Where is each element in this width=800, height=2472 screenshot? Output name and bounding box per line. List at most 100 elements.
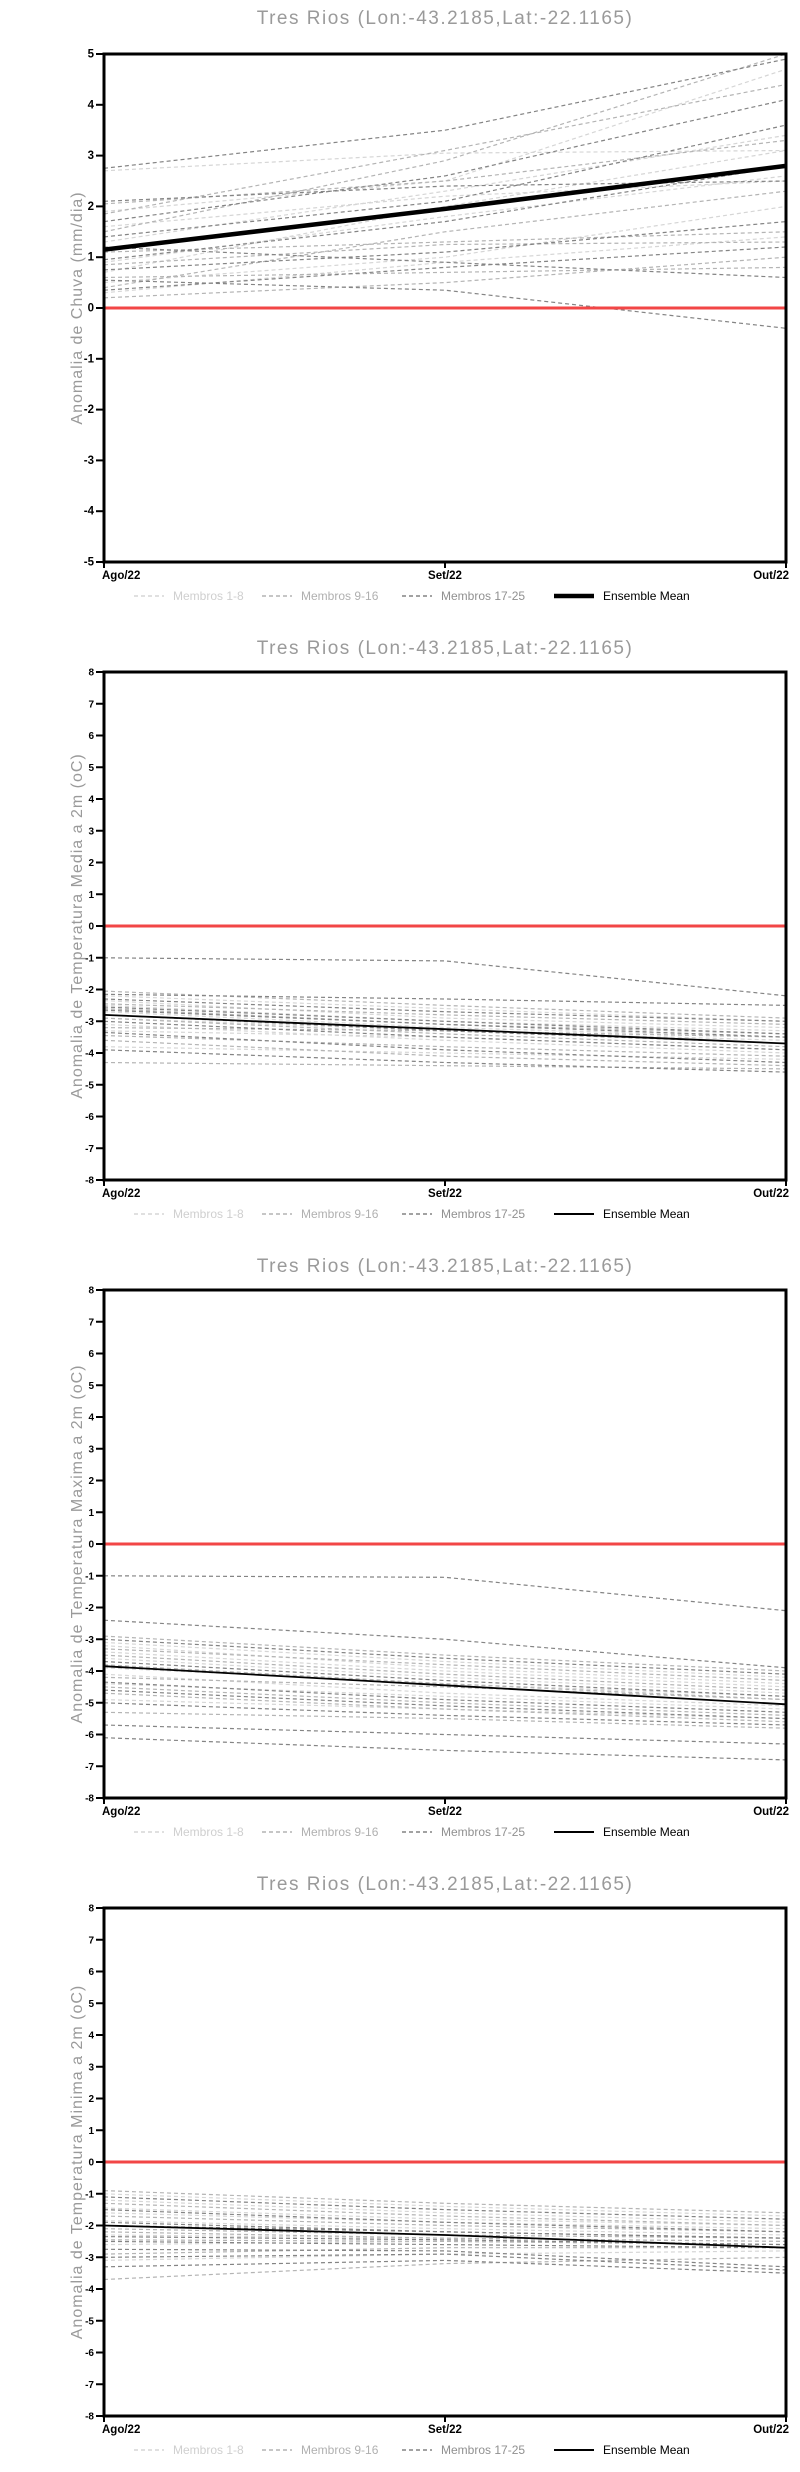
member-line xyxy=(104,1575,786,1612)
x-tick-label: Ago/22 xyxy=(102,1188,140,1200)
y-tick-label: -8 xyxy=(85,1176,94,1187)
member-line xyxy=(104,1009,786,1038)
y-tick-label: 7 xyxy=(88,699,94,710)
y-tick-label: 5 xyxy=(88,763,94,774)
member-line xyxy=(104,1676,786,1701)
legend-label: Ensemble Mean xyxy=(603,1207,690,1221)
member-line xyxy=(104,256,786,299)
x-tick-label: Out/22 xyxy=(753,1806,789,1818)
y-tick-label: 0 xyxy=(88,303,94,315)
y-tick-label: 1 xyxy=(88,1508,94,1519)
member-line xyxy=(104,2247,786,2255)
ensemble-mean-line xyxy=(104,2224,786,2249)
y-tick-label: 8 xyxy=(88,1904,94,1915)
member-line xyxy=(104,1006,786,1035)
member-line xyxy=(104,241,786,266)
member-line xyxy=(104,2199,786,2223)
member-line xyxy=(104,1008,786,1035)
y-tick-label: -7 xyxy=(85,1762,94,1773)
y-tick-label: -2 xyxy=(85,985,94,996)
member-line xyxy=(104,1681,786,1713)
member-line xyxy=(104,1023,786,1054)
legend-label: Membros 9-16 xyxy=(301,1825,379,1839)
y-tick-label: 3 xyxy=(88,1444,94,1455)
member-line xyxy=(104,1020,786,1051)
member-line xyxy=(104,1638,786,1675)
member-line xyxy=(104,2207,786,2227)
member-line xyxy=(104,1711,786,1729)
member-line xyxy=(104,1635,786,1672)
y-tick-label: -4 xyxy=(84,506,95,518)
ensemble-member-lines xyxy=(104,54,786,329)
member-line xyxy=(104,1699,786,1720)
member-line xyxy=(104,2256,786,2281)
chart-plot: Anomalia de Temperatura Media a 2m (oC)-… xyxy=(69,668,789,1222)
legend-label: Membros 1-8 xyxy=(173,1207,244,1221)
y-tick-label: -4 xyxy=(85,2285,94,2296)
y-tick-label: 2 xyxy=(88,858,94,869)
member-line xyxy=(104,221,786,271)
x-tick-label: Set/22 xyxy=(428,2424,462,2436)
member-line xyxy=(104,2259,786,2274)
y-axis-label: Anomalia de Temperatura Maxima a 2m (oC) xyxy=(69,1365,86,1724)
member-line xyxy=(104,1686,786,1716)
y-tick-label: 5 xyxy=(88,1999,94,2010)
y-tick-label: -4 xyxy=(85,1049,94,1060)
member-line xyxy=(104,180,786,202)
member-line xyxy=(104,957,786,997)
member-line xyxy=(104,1683,786,1710)
legend-label: Membros 1-8 xyxy=(173,1825,244,1839)
member-line xyxy=(104,1027,786,1038)
member-line xyxy=(104,990,786,1019)
legend-label: Membros 9-16 xyxy=(301,589,379,603)
member-line xyxy=(104,998,786,1022)
member-line xyxy=(104,1046,786,1060)
y-tick-label: 1 xyxy=(88,890,94,901)
member-line xyxy=(104,2234,786,2242)
member-line xyxy=(104,1692,786,1723)
y-tick-label: -2 xyxy=(85,1603,94,1614)
member-line xyxy=(104,1619,786,1669)
chart-legend: Membros 1-8 Membros 9-16 Membros 17-25 Ense… xyxy=(134,2443,690,2457)
y-tick-label: 8 xyxy=(88,1286,94,1297)
y-tick-label: -3 xyxy=(85,2253,94,2264)
member-line xyxy=(104,2253,786,2271)
member-line xyxy=(104,995,786,1022)
member-line xyxy=(104,1011,786,1038)
member-line xyxy=(104,2248,786,2268)
legend-label: Ensemble Mean xyxy=(603,2443,690,2457)
chart-panel-temp-minima: Tres Rios (Lon:-43.2185,Lat:-22.1165) An… xyxy=(0,1854,800,2472)
y-tick-label: 4 xyxy=(88,795,94,806)
y-tick-label: 3 xyxy=(88,826,94,837)
member-line xyxy=(104,1654,786,1691)
legend-label: Membros 1-8 xyxy=(173,2443,244,2457)
y-tick-label: -8 xyxy=(85,1794,94,1805)
legend-label: Ensemble Mean xyxy=(603,1825,690,1839)
y-tick-label: 2 xyxy=(88,201,94,213)
member-line xyxy=(104,54,786,233)
legend-label: Ensemble Mean xyxy=(603,589,690,603)
member-line xyxy=(104,1039,786,1067)
member-line xyxy=(104,246,786,279)
y-tick-label: 0 xyxy=(88,1540,94,1551)
member-line xyxy=(104,175,786,263)
member-line xyxy=(104,2209,786,2233)
chart-title: Tres Rios (Lon:-43.2185,Lat:-22.1165) xyxy=(256,1256,634,1277)
ensemble-mean-line xyxy=(104,1665,786,1706)
member-line xyxy=(104,1689,786,1720)
x-tick-label: Out/22 xyxy=(753,2424,789,2436)
y-axis-label: Anomalia de Temperatura Minima a 2m (oC) xyxy=(69,1985,86,2340)
member-line xyxy=(104,1031,786,1064)
ensemble-mean-line xyxy=(104,163,786,252)
y-tick-label: 7 xyxy=(88,1317,94,1328)
y-tick-label: 0 xyxy=(88,922,94,933)
member-line xyxy=(104,1049,786,1073)
y-axis-label: Anomalia de Temperatura Media a 2m (oC) xyxy=(69,753,86,1099)
member-line xyxy=(104,83,786,215)
x-tick-label: Ago/22 xyxy=(102,1806,140,1818)
member-line xyxy=(104,236,786,294)
x-tick-label: Set/22 xyxy=(428,1806,462,1818)
chart-panel-temp-maxima: Tres Rios (Lon:-43.2185,Lat:-22.1165) An… xyxy=(0,1236,800,1854)
member-line xyxy=(104,99,786,223)
legend-label: Membros 17-25 xyxy=(441,589,525,603)
